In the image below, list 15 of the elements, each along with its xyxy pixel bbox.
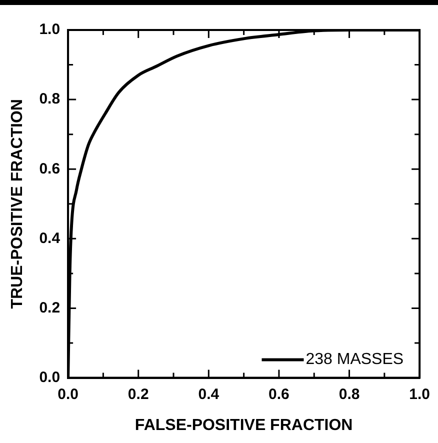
y-tick-label: 0.6 <box>39 160 60 178</box>
y-tick-label: 0.2 <box>39 299 60 316</box>
x-tick-label: 0.2 <box>128 386 149 403</box>
x-tick-label: 1.0 <box>409 386 430 403</box>
y-tick-label: 0.0 <box>39 368 60 386</box>
y-tick-label: 0.8 <box>39 90 60 108</box>
y-axis-title: TRUE-POSITIVE FRACTION <box>9 99 26 309</box>
y-tick-label: 1.0 <box>39 21 60 38</box>
x-tick-label: 0.0 <box>58 386 78 403</box>
x-axis-title: FALSE-POSITIVE FRACTION <box>134 416 353 434</box>
legend-label: 238 MASSES <box>306 351 404 368</box>
x-tick-label: 0.8 <box>338 386 360 403</box>
x-tick-label: 0.6 <box>268 386 290 403</box>
x-tick-label: 0.4 <box>198 386 220 403</box>
y-tick-label: 0.4 <box>39 230 61 247</box>
